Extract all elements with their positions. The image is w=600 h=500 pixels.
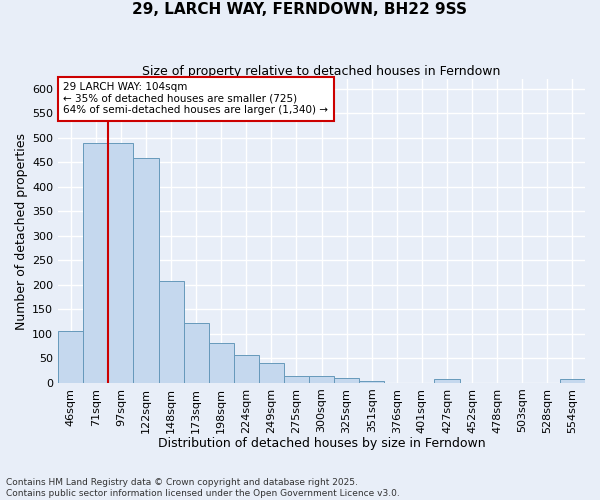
Bar [309, 376, 334, 383]
Bar [560, 380, 585, 383]
Bar [434, 380, 460, 383]
Bar [234, 355, 259, 383]
Bar [184, 323, 209, 383]
Bar [133, 158, 158, 383]
Bar [209, 342, 234, 383]
Bar [109, 143, 133, 383]
X-axis label: Distribution of detached houses by size in Ferndown: Distribution of detached houses by size … [158, 437, 485, 450]
Text: 29 LARCH WAY: 104sqm
← 35% of detached houses are smaller (725)
64% of semi-deta: 29 LARCH WAY: 104sqm ← 35% of detached h… [64, 82, 328, 116]
Text: 29, LARCH WAY, FERNDOWN, BH22 9SS: 29, LARCH WAY, FERNDOWN, BH22 9SS [133, 2, 467, 18]
Bar [359, 382, 384, 383]
Y-axis label: Number of detached properties: Number of detached properties [15, 132, 28, 330]
Bar [284, 376, 309, 383]
Bar [158, 282, 184, 383]
Bar [334, 378, 359, 383]
Bar [58, 332, 83, 383]
Text: Contains HM Land Registry data © Crown copyright and database right 2025.
Contai: Contains HM Land Registry data © Crown c… [6, 478, 400, 498]
Bar [259, 364, 284, 383]
Title: Size of property relative to detached houses in Ferndown: Size of property relative to detached ho… [142, 65, 501, 78]
Bar [83, 143, 109, 383]
